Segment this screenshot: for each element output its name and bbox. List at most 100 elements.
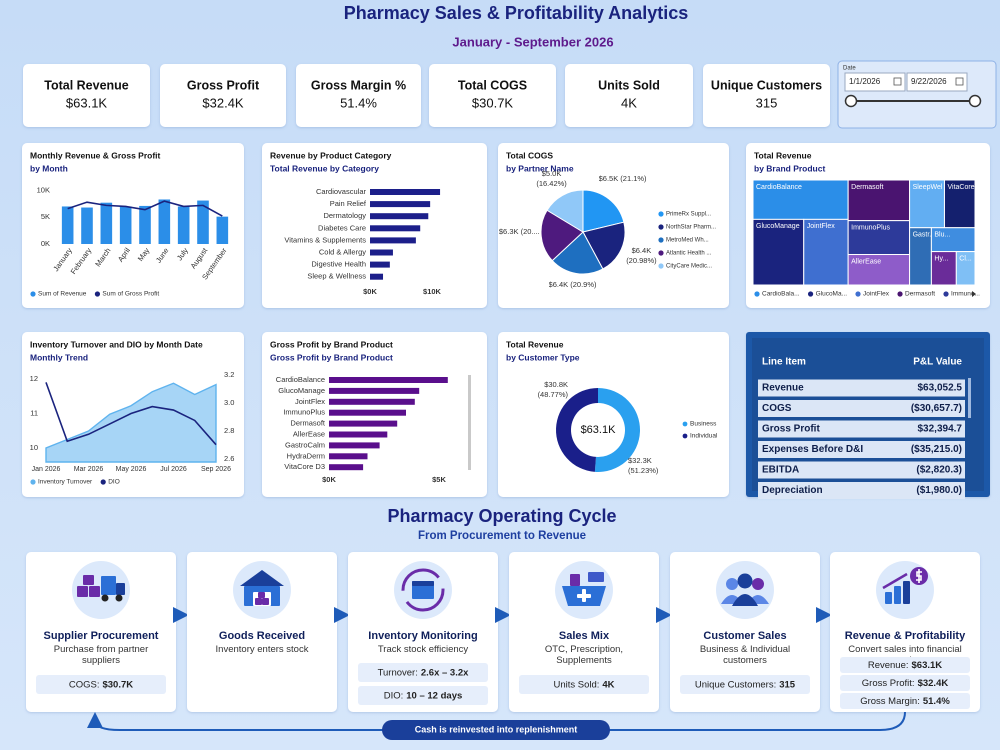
metric-label: Unique Customers: xyxy=(695,679,776,690)
step-description-box: OTC, Prescription, Supplements xyxy=(544,644,624,666)
chart-subtitle: by Brand Product xyxy=(754,163,825,173)
icon-shape xyxy=(903,581,910,604)
treemap-cell xyxy=(847,254,911,286)
legend-marker xyxy=(807,291,814,297)
step-title-box: Goods Received xyxy=(219,631,305,642)
kpi-label: Total COGS xyxy=(458,78,527,92)
kpi-value: $32.4K xyxy=(202,95,244,110)
pie-slice xyxy=(540,209,584,262)
category-label: AllerEase xyxy=(293,429,325,438)
date-filter-label: Date xyxy=(843,66,856,72)
value-label-box: $6.4K (20.9%) xyxy=(548,280,597,290)
icon-shape xyxy=(101,576,116,595)
bar xyxy=(216,216,229,244)
step-description: Business & Individual customers xyxy=(699,644,791,666)
scrollbar[interactable] xyxy=(468,375,471,470)
step-title: Revenue & Profitability xyxy=(844,630,966,642)
category-label: Pain Relief xyxy=(330,199,367,208)
date-filter-panel xyxy=(837,60,997,129)
metric-label: Gross Margin: xyxy=(860,696,920,707)
y2-tick-label: 2.8 xyxy=(224,426,234,435)
step-description: OTC, Prescription, Supplements xyxy=(544,644,624,666)
pnl-cell: ($30,657.7) xyxy=(911,403,962,414)
category-label: Dermasoft xyxy=(290,419,326,428)
value-label: $6.4K (20.9%) xyxy=(548,280,597,290)
icon-shape xyxy=(916,569,922,583)
scrollbar[interactable] xyxy=(968,378,971,418)
date-slider-handle[interactable] xyxy=(844,94,858,108)
icon-shape xyxy=(412,581,434,586)
step-card xyxy=(670,552,820,712)
category-label: Sleep & Wellness xyxy=(307,272,366,281)
pie-slice xyxy=(582,221,626,270)
legend-marker xyxy=(658,263,664,269)
kpi-card xyxy=(296,64,421,127)
metric-box xyxy=(680,675,810,694)
metric-label: Revenue: xyxy=(868,660,909,671)
center-label: $63.1K xyxy=(581,424,617,436)
x-tick-label: $0K xyxy=(363,287,377,296)
legend-marker xyxy=(658,224,664,230)
bar xyxy=(329,409,406,416)
chart-title: Gross Profit by Brand Product xyxy=(270,339,393,349)
area xyxy=(45,382,217,463)
kpi-label: Units Sold xyxy=(598,78,660,92)
bar xyxy=(81,207,93,244)
treemap-cell xyxy=(803,218,849,286)
pnl-cell: ($35,215.0) xyxy=(911,444,962,455)
date-slider-handle[interactable] xyxy=(968,94,982,108)
calendar-icon xyxy=(955,77,964,86)
bar xyxy=(100,202,113,244)
icon-shape xyxy=(116,583,125,595)
treemap-cell xyxy=(930,251,957,286)
value-label-box: $5.0K (16.42%) xyxy=(536,169,566,188)
bar xyxy=(370,261,390,268)
x-tick-label: $5K xyxy=(432,475,446,484)
legend-label: CardioBala... xyxy=(762,291,800,298)
metric-label: DIO: xyxy=(384,690,404,701)
y-tick-label: 11 xyxy=(30,409,38,418)
legend-label: MetroMed Wh... xyxy=(666,238,709,244)
legend-label: JointFlex xyxy=(863,291,890,298)
y2-tick-label: 3.2 xyxy=(224,370,234,379)
pnl-cell: Gross Profit xyxy=(762,424,820,435)
category-label: Diabetes Care xyxy=(318,223,366,232)
metric-box xyxy=(358,686,488,705)
metric-label: Turnover: xyxy=(378,667,418,678)
pnl-cell: Depreciation xyxy=(762,485,823,496)
pnl-header: Line Item xyxy=(762,357,806,368)
x-tick-label: $0K xyxy=(322,475,336,484)
kpi-card xyxy=(429,64,556,127)
bar xyxy=(197,200,209,244)
legend-label: Business xyxy=(690,421,717,428)
bar xyxy=(329,442,380,449)
date-input[interactable] xyxy=(844,72,906,92)
value-label: $6.5K (21.1%) xyxy=(598,173,647,183)
icon-shape xyxy=(401,568,445,612)
category-label: GastroCalm xyxy=(285,440,325,449)
metric: Gross Profit: $32.4K xyxy=(862,678,949,689)
x-tick-label: $10K xyxy=(423,287,442,296)
icon-shape xyxy=(258,592,265,598)
legend-label: DIO xyxy=(108,479,120,486)
date-input[interactable] xyxy=(906,72,968,92)
treemap-cell xyxy=(847,220,911,256)
metric: Units Sold: 4K xyxy=(553,679,614,690)
legend-marker xyxy=(682,433,688,439)
icon-shape xyxy=(255,598,262,605)
kpi-label: Gross Margin % xyxy=(311,78,406,92)
calendar-icon xyxy=(893,77,902,86)
legend-scroll-arrow[interactable] xyxy=(972,291,976,297)
bar xyxy=(329,431,388,438)
pnl-cell: Revenue xyxy=(762,383,804,394)
icon-shape xyxy=(240,570,284,586)
metric: Gross Margin: 51.4% xyxy=(860,696,950,707)
bar xyxy=(370,225,421,232)
treemap-label: Dermasoft xyxy=(851,184,883,191)
step-description: Inventory enters stock xyxy=(215,644,309,655)
bar xyxy=(61,206,74,244)
treemap-label: GlucoManage xyxy=(756,223,800,230)
icon-shape xyxy=(83,575,94,585)
value-label-box: $6.5K (21.1%) xyxy=(598,173,647,183)
step-title-box: Revenue & Profitability xyxy=(844,630,966,642)
